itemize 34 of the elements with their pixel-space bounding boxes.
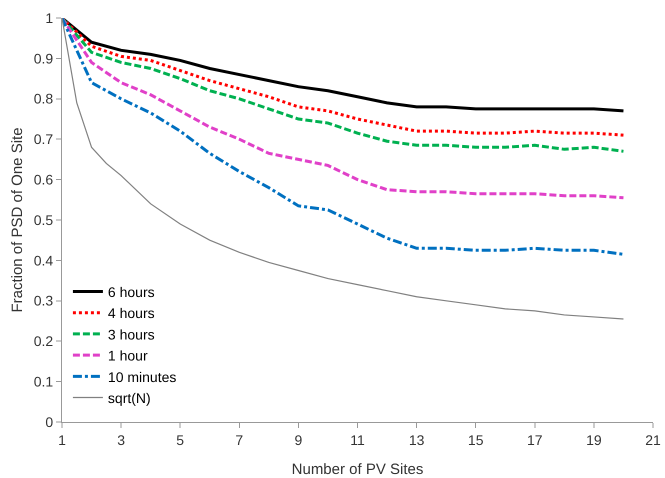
y-tick-label: 0.2 xyxy=(34,333,54,350)
x-tick-label: 17 xyxy=(527,432,543,448)
x-axis-title: Number of PV Sites xyxy=(292,461,424,478)
line-series xyxy=(62,18,625,112)
x-tick-label: 5 xyxy=(176,432,184,448)
x-tick-label: 1 xyxy=(58,432,66,448)
y-tick-label: 0.4 xyxy=(34,252,54,268)
line-series xyxy=(62,18,624,320)
legend-label: 6 hours xyxy=(108,284,155,300)
y-tick-label: 0 xyxy=(45,414,54,430)
y-tick-label: 0.8 xyxy=(34,90,54,107)
x-tick-label: 15 xyxy=(468,432,484,448)
y-tick-label: 0.6 xyxy=(34,172,54,188)
line-series xyxy=(62,18,625,200)
line-series xyxy=(62,18,625,256)
y-tick-label: 0.5 xyxy=(34,212,54,228)
x-tick-label: 13 xyxy=(408,432,425,448)
x-tick-label: 11 xyxy=(350,432,365,448)
x-tick-label: 7 xyxy=(235,432,244,448)
x-tick-label: 3 xyxy=(117,432,126,448)
y-axis-title: Fraction of PSD of One Site xyxy=(9,127,26,313)
y-tick-label: 0.9 xyxy=(34,50,54,66)
legend-label: 3 hours xyxy=(108,326,155,342)
legend-label: 10 minutes xyxy=(108,368,176,385)
y-tick-label: 1 xyxy=(45,10,54,26)
x-tick-label: 9 xyxy=(294,432,302,448)
y-tick-label: 0.1 xyxy=(34,374,54,390)
y-tick-label: 0.3 xyxy=(34,292,54,309)
x-tick-label: 21 xyxy=(645,432,661,448)
legend-label: 1 hour xyxy=(108,348,148,364)
legend-label: sqrt(N) xyxy=(108,390,151,406)
legend-label: 4 hours xyxy=(108,305,155,322)
x-tick-label: 19 xyxy=(586,432,602,448)
y-tick-label: 0.7 xyxy=(34,131,54,148)
